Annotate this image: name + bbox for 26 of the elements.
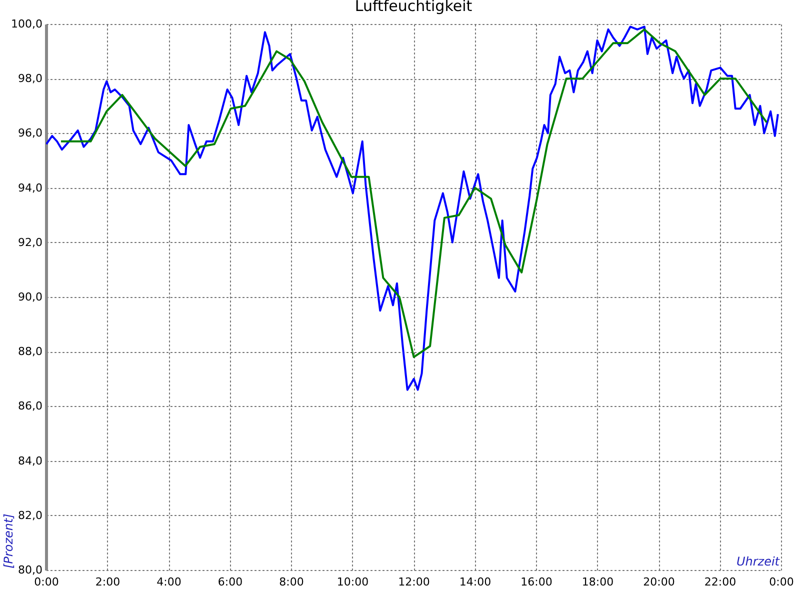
y-tick-label: 88,0 (18, 345, 42, 358)
y-tick-label: 94,0 (18, 181, 42, 194)
x-tick-label: 22:00 (704, 576, 736, 588)
x-tick-label: 20:00 (643, 576, 675, 588)
y-axis-title: [Prozent] (2, 513, 16, 568)
y-tick-label: 96,0 (18, 126, 42, 140)
y-tick-label: 92,0 (18, 236, 42, 249)
y-tick-label: 100,0 (11, 18, 42, 30)
x-tick-label: 4:00 (156, 576, 182, 588)
y-tick-label: 82,0 (18, 508, 42, 522)
x-tick-label: 14:00 (459, 576, 492, 588)
x-tick-label: 18:00 (582, 576, 614, 588)
x-tick-label: 8:00 (279, 576, 304, 588)
x-axis-title: Uhrzeit (736, 554, 781, 568)
y-tick-label: 86,0 (18, 400, 42, 413)
x-tick-label: 10:00 (336, 576, 369, 588)
y-tick-label: 90,0 (18, 290, 42, 304)
x-tick-label: 16:00 (520, 576, 552, 588)
x-tick-label: 2:00 (95, 576, 120, 588)
x-tick-label: 12:00 (398, 576, 430, 588)
y-tick-label: 84,0 (18, 454, 42, 468)
x-tick-label: 0:00 (769, 576, 794, 588)
x-tick-label: 6:00 (218, 576, 243, 588)
x-tick-label: 0:00 (34, 576, 59, 588)
y-tick-label: 98,0 (18, 72, 42, 86)
y-tick-label: 80,0 (18, 564, 42, 576)
